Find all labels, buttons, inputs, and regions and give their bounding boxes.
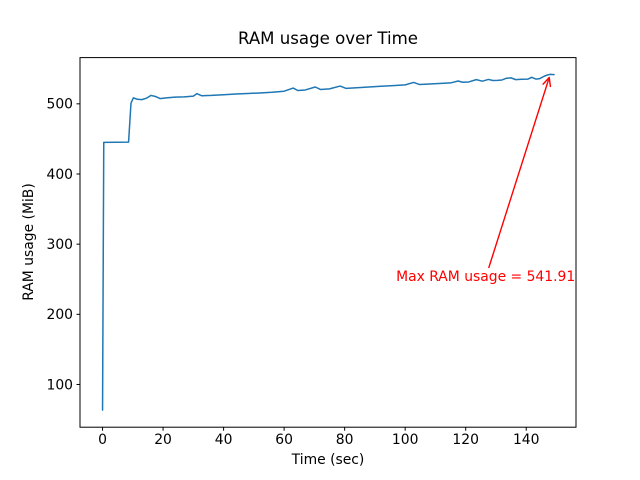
x-tick-label: 120 — [452, 432, 479, 448]
x-tick-label: 20 — [154, 432, 172, 448]
y-tick-label: 300 — [46, 237, 73, 253]
x-axis-label: Time (sec) — [291, 452, 365, 468]
y-axis-label: RAM usage (MiB) — [21, 183, 37, 301]
axes-spines — [79, 57, 577, 428]
max-annotation-text: Max RAM usage = 541.91 — [396, 269, 575, 285]
max-annotation-arrow-head — [548, 76, 552, 88]
y-tick-label: 500 — [46, 97, 73, 113]
x-tick-label: 40 — [215, 432, 233, 448]
y-tick-label: 200 — [46, 307, 73, 323]
ram-usage-line — [101, 73, 555, 411]
y-tick-label: 400 — [46, 167, 73, 183]
x-tick-label: 80 — [336, 432, 354, 448]
x-tick-label: 140 — [513, 432, 540, 448]
max-annotation-arrow-head — [542, 76, 550, 85]
x-tick-label: 0 — [98, 432, 107, 448]
x-tick-label: 100 — [392, 432, 419, 448]
max-annotation-arrow-shaft — [488, 77, 550, 269]
y-tick-label: 100 — [46, 377, 73, 393]
chart-title: RAM usage over Time — [237, 29, 419, 48]
x-tick-label: 60 — [275, 432, 293, 448]
